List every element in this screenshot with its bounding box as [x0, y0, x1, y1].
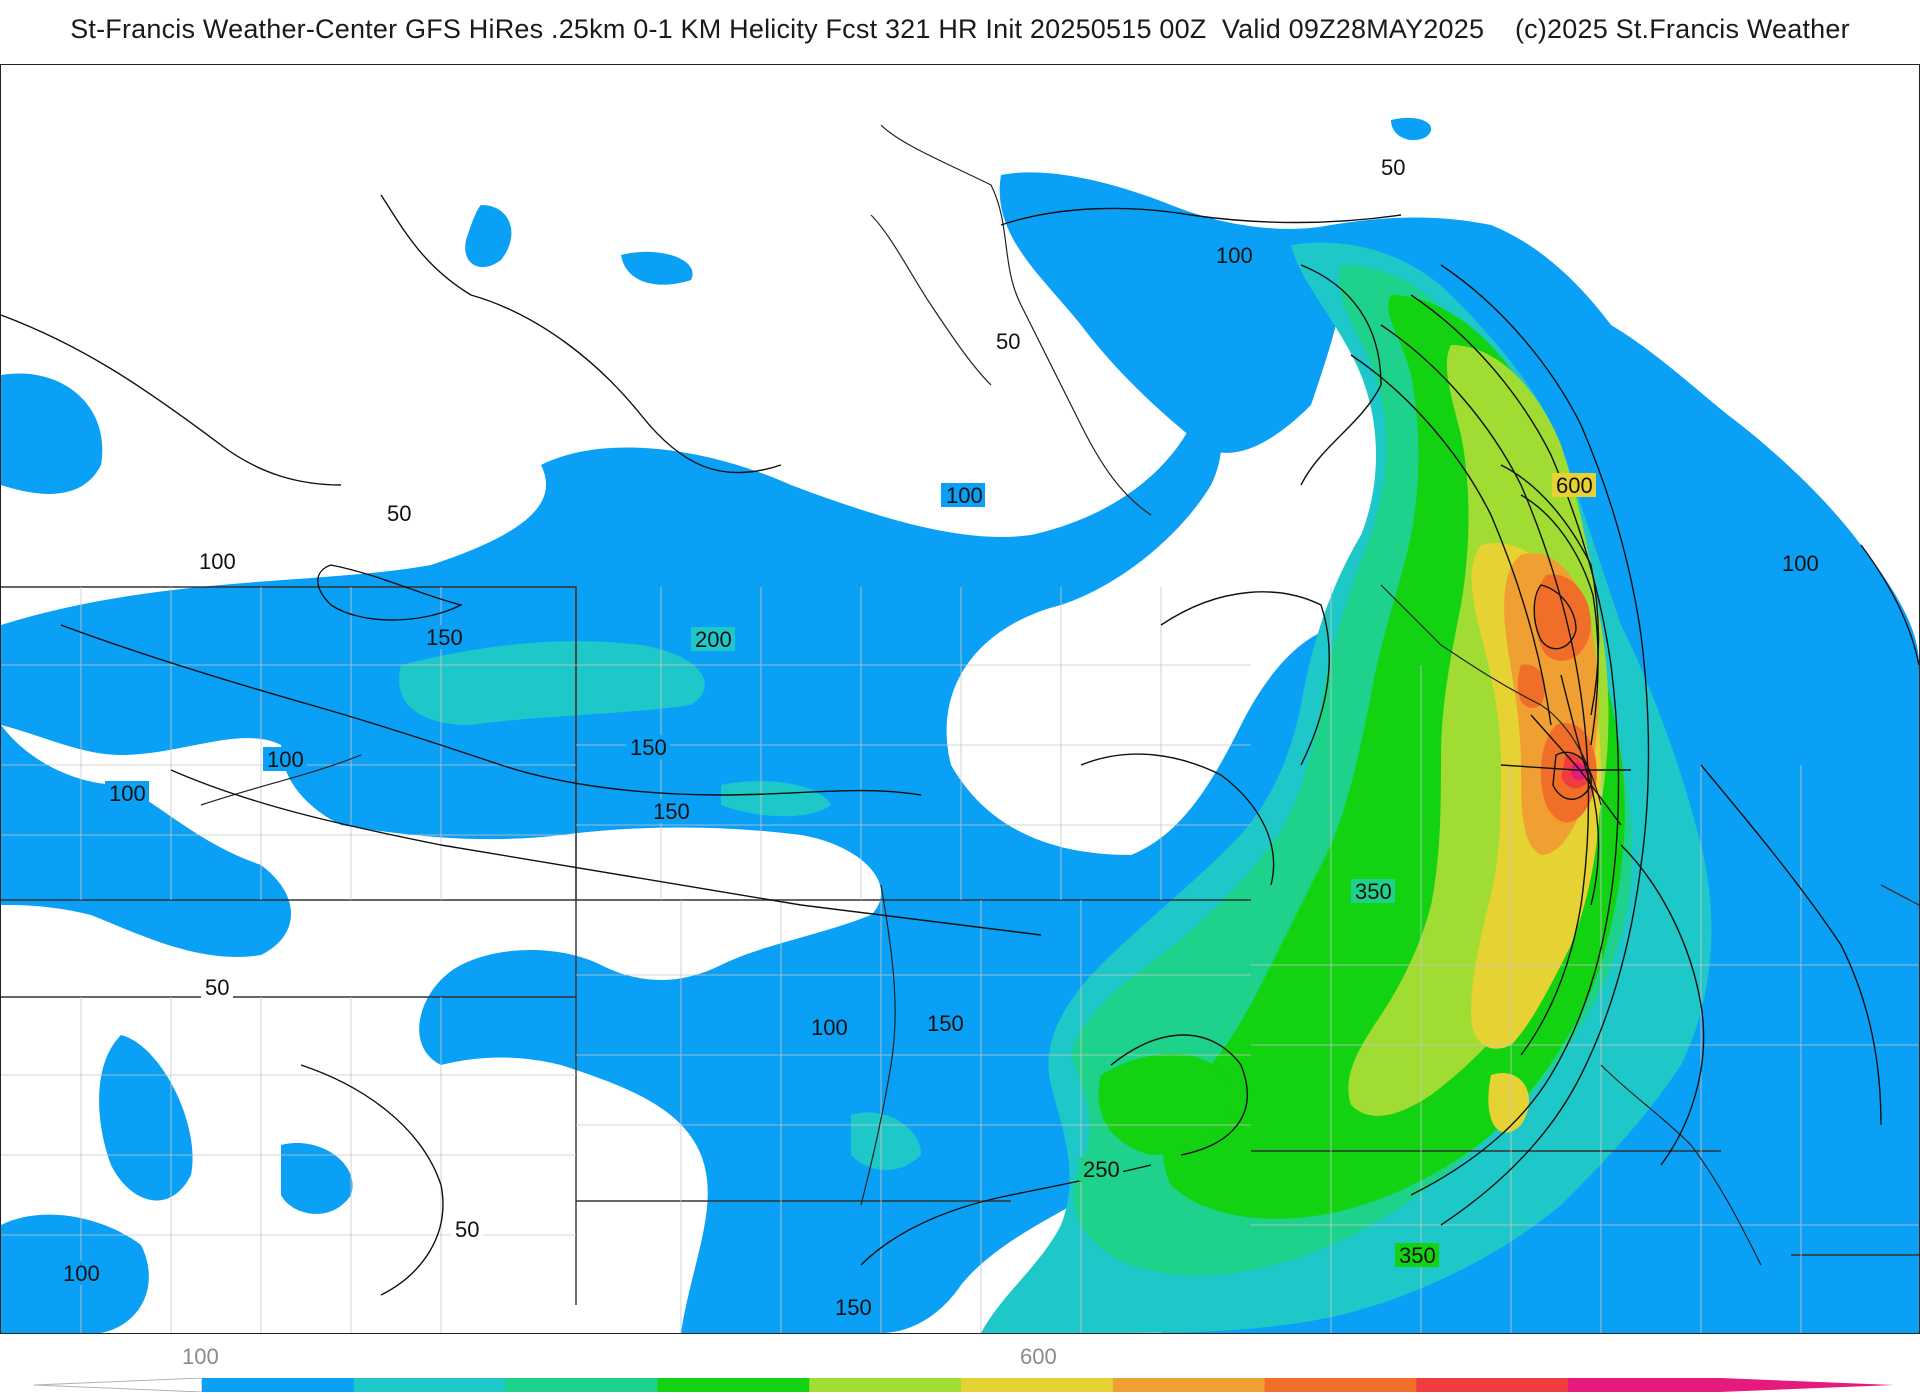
contour-label: 100	[1782, 551, 1819, 576]
colorbar-segment	[961, 1378, 1114, 1392]
contour-label: 100	[109, 781, 146, 806]
contour-label: 100	[199, 549, 236, 574]
colorbar-segment	[657, 1378, 810, 1392]
colorbar-segment	[1568, 1378, 1721, 1392]
colorbar-segment	[353, 1378, 507, 1392]
contour-label: 100	[267, 747, 304, 772]
shading-100	[1, 117, 1919, 1333]
contour-label: 250	[1083, 1157, 1120, 1182]
contour-label: 100	[63, 1261, 100, 1286]
colorbar-segment	[809, 1378, 962, 1392]
county-lines	[1, 587, 1919, 1333]
contour-label: 100	[1216, 243, 1253, 268]
colorbar-tick-label: 100	[182, 1344, 219, 1369]
contour-label: 50	[205, 975, 229, 1000]
contour-label: 150	[630, 735, 667, 760]
colorbar-segment	[505, 1378, 658, 1392]
contour-label: 200	[695, 627, 732, 652]
contour-label: 150	[927, 1011, 964, 1036]
colorbar-min-arrow	[34, 1378, 203, 1392]
contour-label: 600	[1556, 473, 1593, 498]
colorbar	[34, 1378, 1894, 1392]
contour-label: 150	[426, 625, 463, 650]
contour-lines	[1, 194, 1919, 1296]
boundary-lines	[1, 586, 1919, 1305]
colorbar-segment	[1416, 1378, 1569, 1392]
colorbar-segment	[202, 1378, 355, 1392]
contour-label: 50	[1381, 155, 1405, 180]
colorbar-max-arrow	[1720, 1378, 1894, 1392]
shading-650	[1561, 754, 1590, 789]
colorbar-segments	[202, 1378, 1721, 1392]
contour-labels: 50 100 50 50 100 100 100 150 200 150 150…	[59, 155, 1821, 1320]
contour-label: 150	[653, 799, 690, 824]
contour-label: 350	[1355, 879, 1392, 904]
colorbar-segment	[1264, 1378, 1417, 1392]
contour-label: 50	[996, 329, 1020, 354]
contour-label: 100	[811, 1015, 848, 1040]
helicity-map: 50 100 50 50 100 100 100 150 200 150 150…	[0, 64, 1920, 1334]
colorbar-tick-label: 600	[1020, 1344, 1057, 1369]
colorbar-segment	[1112, 1378, 1266, 1392]
map-title: St-Francis Weather-Center GFS HiRes .25k…	[70, 14, 1850, 44]
contour-label: 50	[387, 501, 411, 526]
contour-label: 350	[1399, 1243, 1436, 1268]
contour-label: 150	[835, 1295, 872, 1320]
contour-label: 50	[455, 1217, 479, 1242]
contour-label: 100	[946, 483, 983, 508]
